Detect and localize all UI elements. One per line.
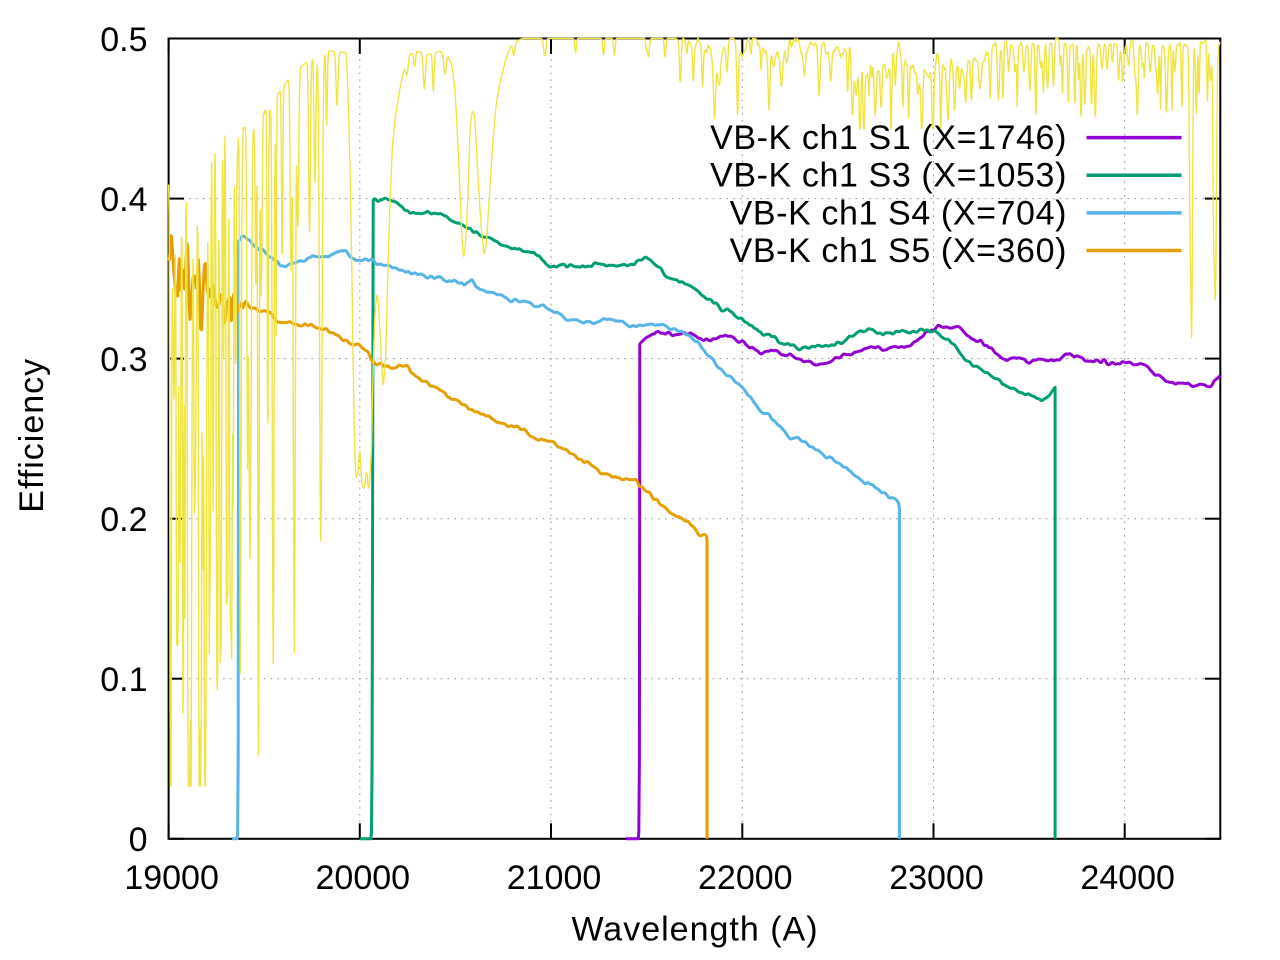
svg-text:VB-K ch1 S3 (X=1053): VB-K ch1 S3 (X=1053) (710, 157, 1067, 195)
svg-text:0.3: 0.3 (100, 341, 147, 379)
svg-text:VB-K ch1 S1 (X=1746): VB-K ch1 S1 (X=1746) (710, 119, 1067, 157)
svg-text:21000: 21000 (507, 859, 602, 897)
svg-text:0: 0 (129, 821, 148, 859)
svg-text:23000: 23000 (889, 859, 984, 897)
svg-text:Efficiency: Efficiency (13, 358, 51, 513)
svg-text:0.1: 0.1 (100, 661, 147, 699)
svg-text:0.5: 0.5 (100, 21, 147, 59)
svg-text:20000: 20000 (316, 859, 411, 897)
svg-text:24000: 24000 (1080, 859, 1175, 897)
svg-text:0.2: 0.2 (100, 501, 147, 539)
svg-text:0.4: 0.4 (100, 181, 147, 219)
svg-text:VB-K ch1 S5 (X=360): VB-K ch1 S5 (X=360) (730, 232, 1067, 270)
svg-text:19000: 19000 (124, 859, 219, 897)
svg-text:Wavelength (A): Wavelength (A) (571, 911, 818, 949)
svg-text:22000: 22000 (698, 859, 793, 897)
svg-text:VB-K ch1 S4 (X=704): VB-K ch1 S4 (X=704) (730, 194, 1067, 232)
